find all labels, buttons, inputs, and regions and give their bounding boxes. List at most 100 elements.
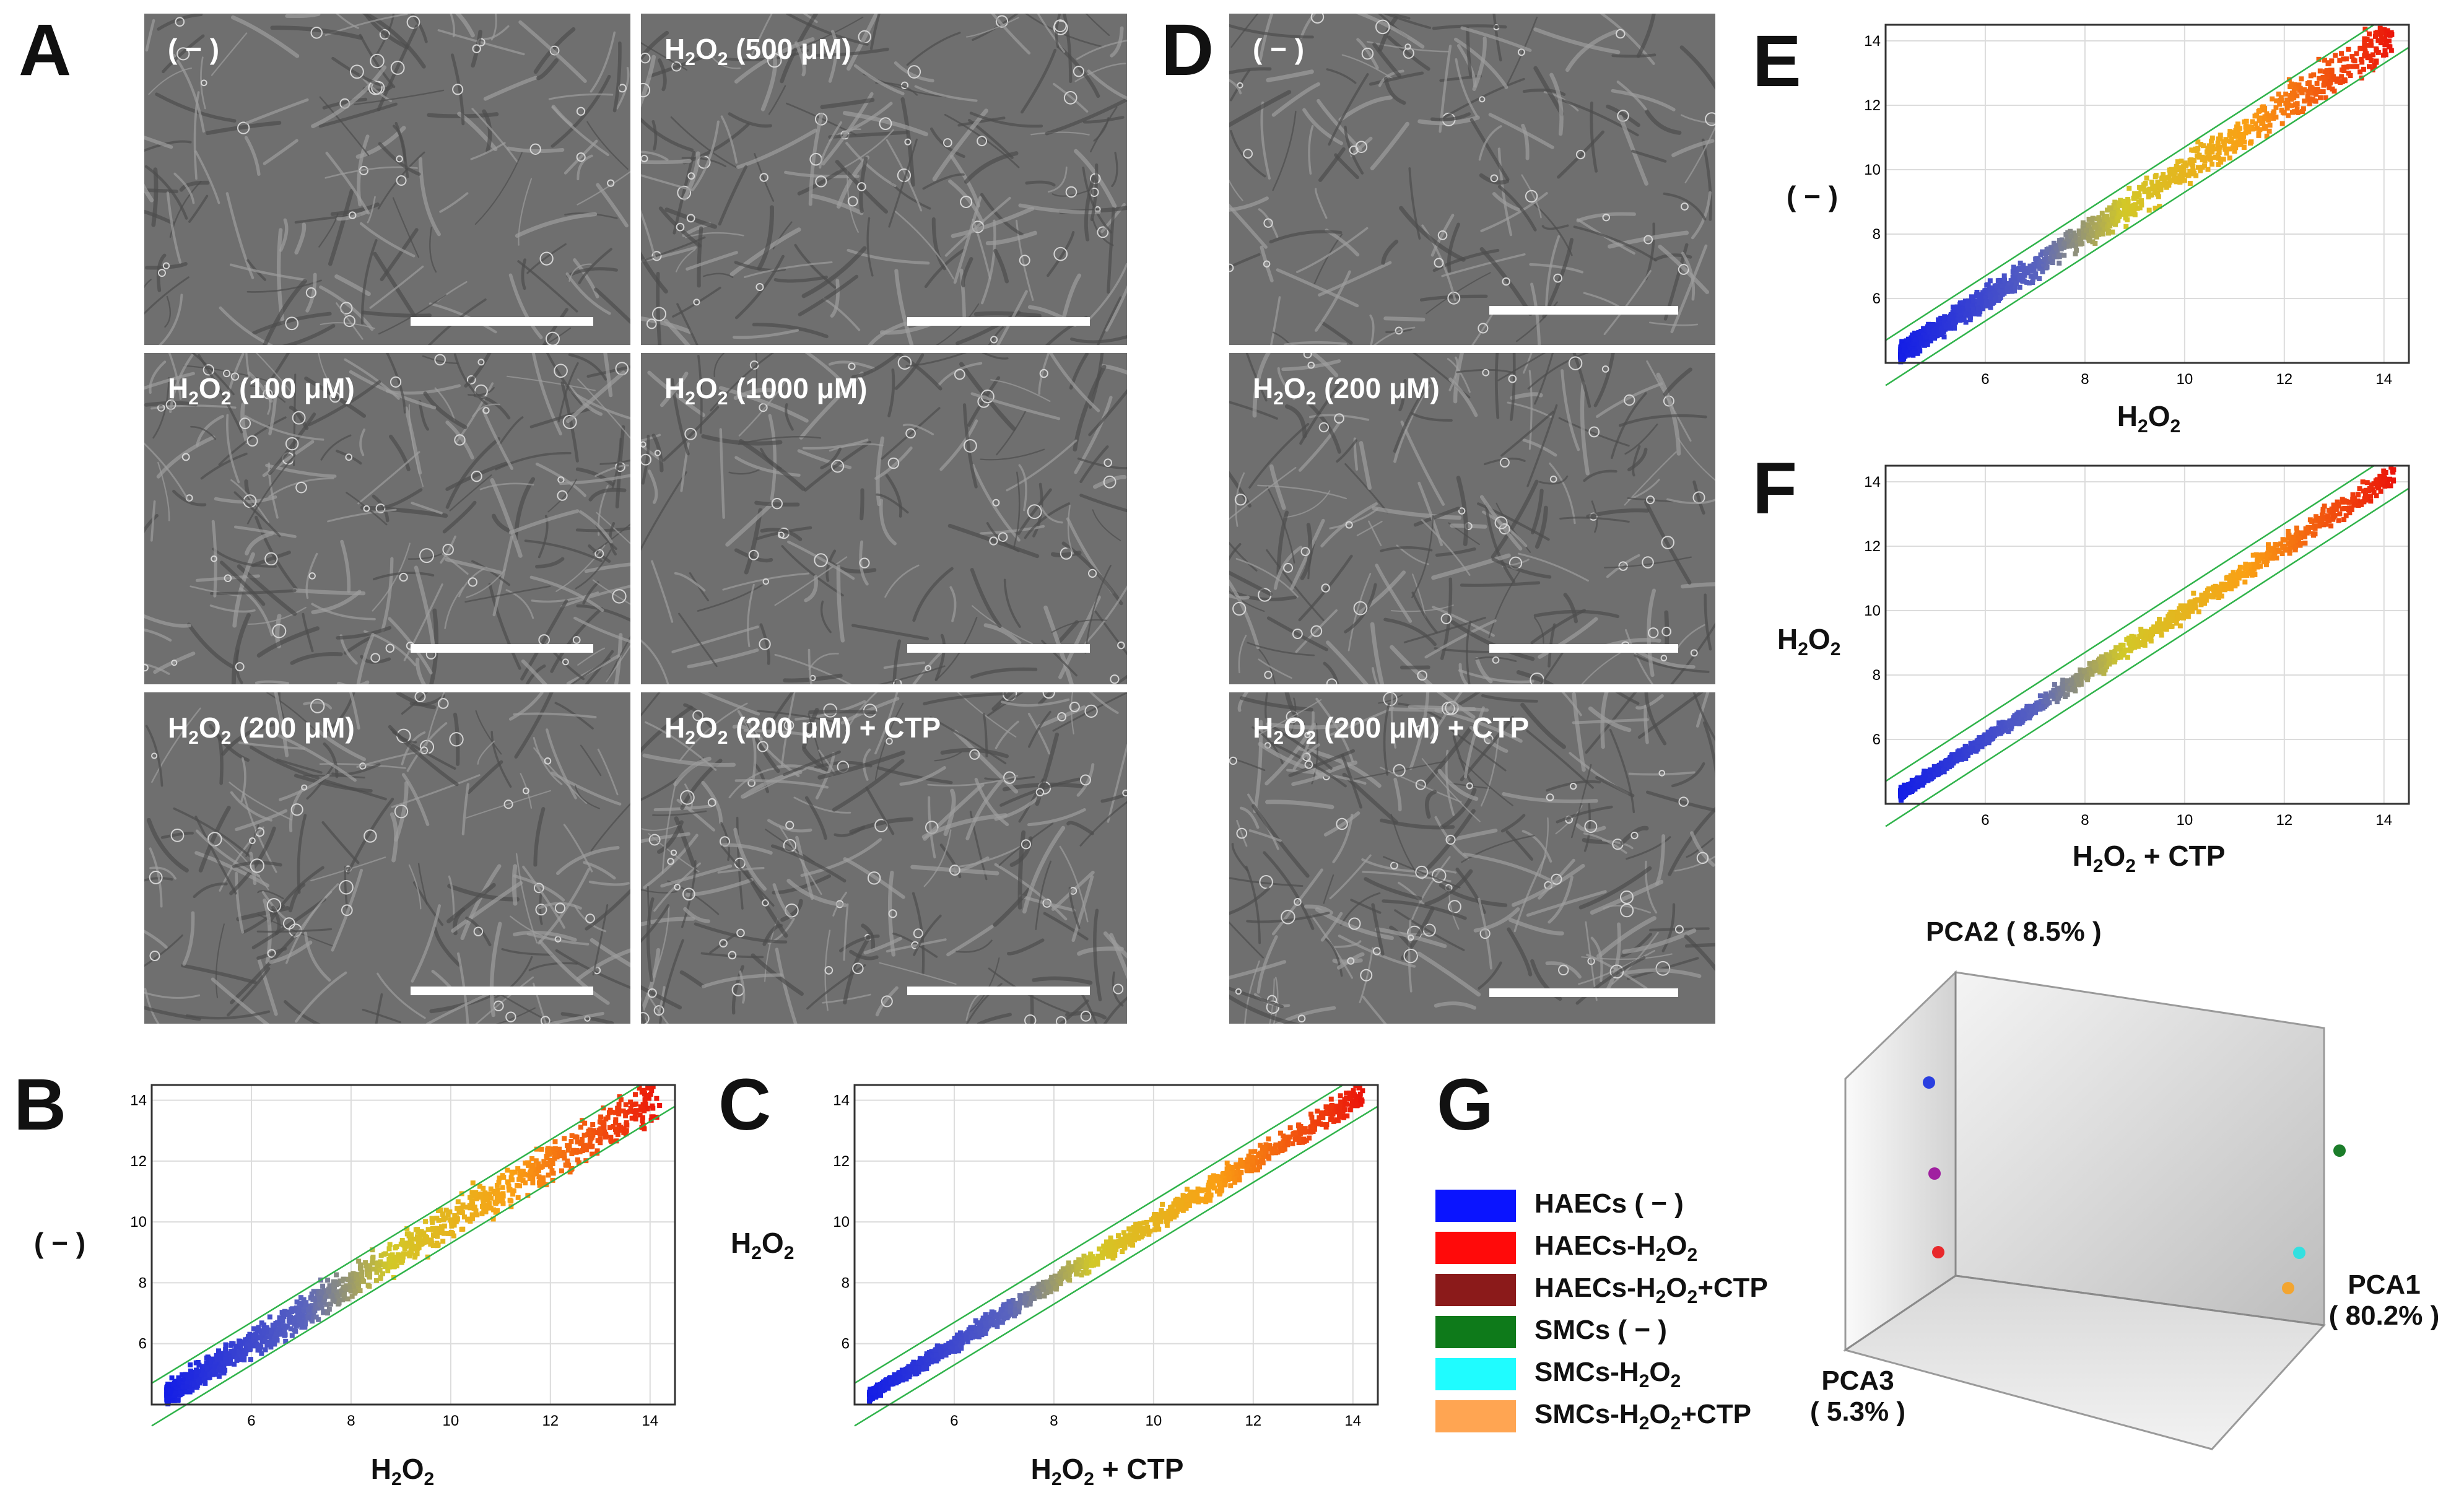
cell-shape bbox=[447, 422, 472, 458]
data-point bbox=[1130, 1243, 1135, 1248]
cell-shape bbox=[272, 28, 361, 38]
data-point bbox=[456, 1210, 461, 1215]
data-point bbox=[536, 1161, 541, 1166]
cell-shape bbox=[425, 393, 465, 427]
data-point bbox=[1178, 1201, 1183, 1206]
cell-shape bbox=[476, 152, 522, 224]
cell-shape bbox=[1262, 103, 1269, 178]
cell-shape bbox=[165, 297, 170, 327]
cell-shape bbox=[304, 702, 331, 708]
cell-shape bbox=[484, 111, 490, 151]
cell-shape bbox=[729, 114, 770, 126]
cell-shape bbox=[978, 1014, 1010, 1024]
data-point bbox=[493, 1200, 498, 1205]
cell-body bbox=[415, 692, 425, 702]
cell-shape bbox=[1672, 246, 1706, 332]
data-point bbox=[598, 1115, 603, 1120]
cell-shape bbox=[1630, 772, 1695, 774]
cell-shape bbox=[976, 313, 1039, 316]
data-point bbox=[995, 1324, 999, 1329]
data-point bbox=[1348, 1107, 1353, 1112]
data-point bbox=[471, 1180, 476, 1185]
data-point bbox=[1170, 1211, 1175, 1216]
data-point bbox=[621, 1109, 626, 1113]
cell-shape bbox=[748, 585, 754, 646]
data-point bbox=[1165, 1216, 1170, 1221]
cell-shape bbox=[1229, 76, 1240, 93]
cell-shape bbox=[663, 407, 718, 461]
x-tick-label: 14 bbox=[2375, 371, 2392, 388]
data-point bbox=[204, 1356, 209, 1361]
cell-shape bbox=[1523, 126, 1527, 159]
cell-shape bbox=[1588, 510, 1647, 516]
cell-shape bbox=[1442, 255, 1525, 276]
cell-shape bbox=[728, 503, 773, 544]
data-point bbox=[1050, 1281, 1055, 1286]
data-point bbox=[507, 1188, 512, 1193]
data-point bbox=[495, 1183, 500, 1188]
cell-shape bbox=[1229, 538, 1256, 570]
data-point bbox=[1185, 1202, 1190, 1207]
micrograph-caption: H2O2 (200 μM) bbox=[168, 711, 355, 749]
cell-shape bbox=[586, 890, 630, 929]
cell-body bbox=[577, 108, 585, 115]
cell-shape bbox=[759, 207, 772, 269]
cell-body bbox=[152, 753, 157, 758]
data-point bbox=[575, 1135, 580, 1139]
cell-shape bbox=[1095, 910, 1100, 1000]
cell-shape bbox=[812, 196, 861, 213]
cell-shape bbox=[472, 109, 518, 162]
cell-shape bbox=[1378, 695, 1402, 703]
cell-shape bbox=[1427, 871, 1471, 904]
cell-body bbox=[993, 500, 999, 506]
cell-shape bbox=[1335, 941, 1360, 947]
data-point bbox=[367, 1284, 372, 1289]
data-point bbox=[1160, 1202, 1165, 1207]
data-point bbox=[1227, 1176, 1232, 1181]
cell-shape bbox=[734, 330, 797, 338]
cell-shape bbox=[1231, 71, 1249, 100]
cell-shape bbox=[144, 277, 188, 340]
cell-shape bbox=[336, 303, 362, 339]
data-point bbox=[261, 1322, 266, 1327]
data-point bbox=[570, 1133, 575, 1138]
data-point bbox=[911, 1360, 916, 1365]
data-point bbox=[2354, 51, 2359, 56]
data-point bbox=[287, 1319, 292, 1324]
cell-shape bbox=[1502, 816, 1524, 831]
cell-shape bbox=[1259, 650, 1277, 684]
cell-shape bbox=[459, 568, 486, 597]
data-point bbox=[472, 1205, 477, 1209]
cell-shape bbox=[291, 407, 307, 428]
data-point bbox=[269, 1340, 274, 1345]
data-point bbox=[552, 1152, 557, 1157]
cell-shape bbox=[1512, 394, 1541, 398]
cell-shape bbox=[1271, 232, 1341, 242]
data-point bbox=[353, 1289, 358, 1294]
mask bbox=[124, 1078, 681, 1085]
data-point bbox=[342, 1292, 347, 1297]
data-point bbox=[1290, 1141, 1295, 1146]
cell-shape bbox=[1031, 133, 1089, 135]
data-point bbox=[944, 1343, 949, 1348]
cell-shape bbox=[160, 295, 181, 345]
cell-shape bbox=[1650, 928, 1709, 930]
data-point bbox=[473, 1190, 478, 1195]
data-point bbox=[1151, 1216, 1156, 1221]
data-point bbox=[180, 1390, 185, 1395]
data-point bbox=[223, 1347, 228, 1352]
data-point bbox=[388, 1253, 393, 1258]
data-point bbox=[392, 1264, 397, 1269]
cell-shape bbox=[1479, 126, 1500, 160]
cell-shape bbox=[914, 916, 941, 955]
data-point bbox=[580, 1137, 585, 1142]
data-point bbox=[1122, 1245, 1127, 1250]
data-point bbox=[944, 1353, 949, 1357]
cell-shape bbox=[1316, 189, 1326, 218]
cell-shape bbox=[307, 274, 315, 310]
data-point bbox=[517, 1183, 522, 1188]
cell-shape bbox=[392, 814, 396, 860]
cell-shape bbox=[1007, 440, 1076, 490]
cell-shape bbox=[552, 107, 607, 155]
cell-shape bbox=[243, 405, 247, 442]
